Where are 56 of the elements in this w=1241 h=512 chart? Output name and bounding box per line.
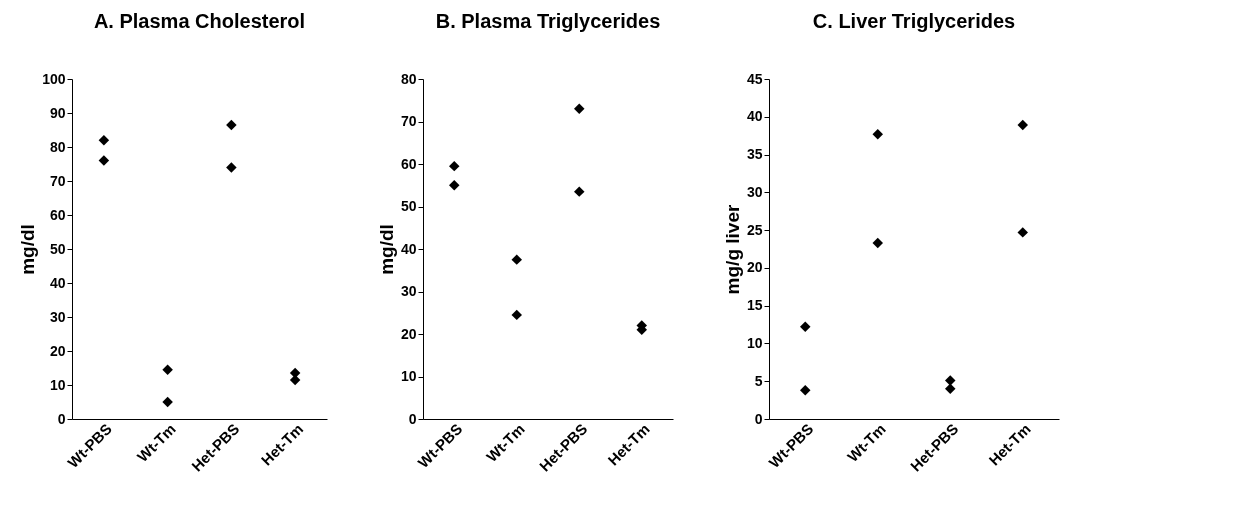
point	[945, 383, 956, 395]
y-tick-label: 0	[754, 410, 763, 427]
y-tick-label: 15	[746, 297, 763, 314]
y-tick-label: 30	[49, 308, 66, 325]
y-tick-label: 20	[746, 259, 763, 276]
point	[162, 396, 173, 408]
y-tick-label: 50	[49, 240, 66, 257]
y-tick-label: 20	[49, 342, 66, 359]
y-tick-label: 0	[408, 410, 417, 427]
y-tick-label: 100	[42, 70, 66, 87]
point	[162, 364, 173, 375]
y-tick-label: 25	[746, 221, 763, 238]
y-tick-label: 10	[400, 368, 417, 384]
y-tick-label: 80	[400, 70, 417, 87]
y-tick-label: 10	[49, 376, 66, 393]
y-tick-label: 70	[400, 113, 417, 129]
y-tick-label: 0	[57, 410, 66, 427]
point	[574, 186, 585, 197]
point	[98, 155, 110, 166]
y-tick-label: 70	[49, 172, 66, 189]
y-axis-title: mg/dl	[375, 224, 397, 275]
y-tick-label: 80	[49, 138, 66, 155]
y-tick-label: 40	[400, 240, 417, 257]
y-tick-label: 40	[49, 274, 66, 291]
point	[449, 160, 460, 172]
y-tick-label: 30	[400, 283, 417, 299]
chart-title: B. Plasma Triglycerides	[435, 10, 661, 32]
y-tick-label: 35	[746, 146, 763, 163]
point	[449, 180, 460, 191]
point	[511, 254, 522, 265]
point	[800, 321, 811, 333]
y-tick-label: 90	[49, 104, 66, 121]
point	[945, 375, 956, 386]
y-tick-label: 10	[746, 334, 763, 351]
y-tick-label: 5	[754, 372, 763, 389]
point	[511, 309, 522, 321]
point	[574, 103, 585, 114]
point	[1017, 227, 1028, 238]
point	[872, 128, 883, 140]
y-axis-title: mg/dl	[17, 224, 39, 275]
y-tick-label: 60	[400, 155, 417, 172]
y-axis-title: mg/g liver	[721, 204, 743, 295]
y-tick-label: 50	[400, 198, 417, 214]
y-tick-label: 40	[746, 108, 763, 125]
y-tick-label: 30	[746, 183, 763, 200]
point	[800, 385, 811, 396]
point	[226, 162, 237, 173]
y-tick-label: 45	[746, 70, 763, 87]
y-tick-label: 60	[49, 206, 66, 223]
point	[226, 119, 237, 131]
chart-title: A. Plasma Cholesterol	[93, 10, 306, 32]
y-tick-label: 20	[400, 325, 417, 342]
point	[98, 134, 110, 146]
point	[872, 237, 883, 249]
chart-title: C. Liver Triglycerides	[812, 10, 1016, 32]
point	[1017, 119, 1028, 131]
